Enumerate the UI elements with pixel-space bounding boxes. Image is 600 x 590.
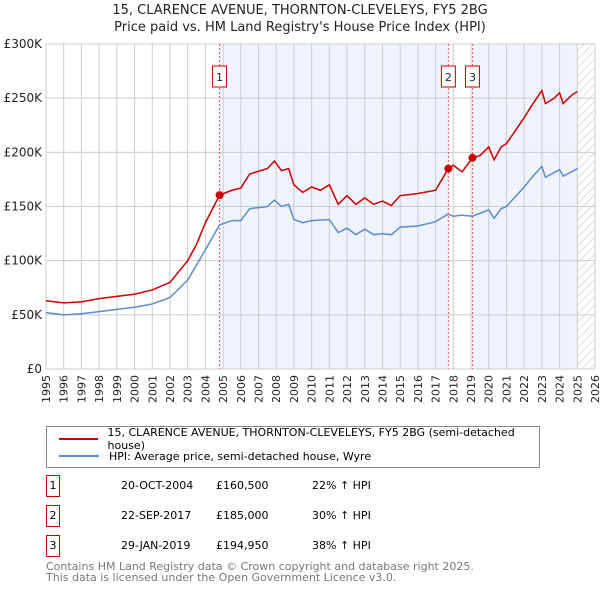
legend-label: HPI: Average price, semi-detached house,… bbox=[109, 449, 372, 463]
x-tick-label: 2016 bbox=[412, 375, 425, 403]
legend-item-property: 15, CLARENCE AVENUE, THORNTON-CLEVELEYS,… bbox=[59, 426, 539, 452]
x-tick-label: 2026 bbox=[589, 375, 600, 403]
x-tick-label: 2019 bbox=[465, 375, 478, 403]
x-tick-label: 2018 bbox=[447, 375, 460, 403]
plot-area: 1995 1996 1997 1998 1999 2000 2001 2002 2003 2004… bbox=[4, 37, 600, 403]
x-tick-label: 2020 bbox=[483, 375, 496, 403]
chart-subtitle: Price paid vs. HM Land Registry's House … bbox=[114, 20, 486, 35]
sale-hpi: 22% ↑ HPI bbox=[312, 479, 371, 492]
x-tick-label: 2024 bbox=[554, 375, 567, 403]
blue-line-swatch bbox=[59, 455, 99, 457]
sale-point bbox=[468, 153, 477, 162]
x-tick-label: 2006 bbox=[235, 375, 248, 403]
x-tick-label: 1999 bbox=[111, 375, 124, 403]
x-tick-label: 2023 bbox=[536, 375, 549, 403]
sale-marker-badge: 2 bbox=[46, 505, 60, 527]
x-tick-label: 2017 bbox=[430, 375, 443, 403]
sale-label: 3 bbox=[469, 71, 476, 84]
x-tick-label: 2001 bbox=[146, 375, 159, 403]
sale-label-box bbox=[212, 65, 228, 88]
sale-label: 1 bbox=[216, 71, 223, 84]
x-tick-label: 2010 bbox=[306, 375, 319, 403]
x-tick-label: 2005 bbox=[217, 375, 230, 403]
x-tick-label: 2021 bbox=[500, 375, 513, 403]
sale-price: £194,950 bbox=[216, 539, 269, 552]
y-tick-label: £50K bbox=[11, 308, 43, 322]
sale-date: 22-SEP-2017 bbox=[121, 509, 192, 522]
sale-row: 3 29-JAN-2019 £194,950 38% ↑ HPI bbox=[46, 535, 566, 557]
y-tick-label: £150K bbox=[4, 200, 44, 214]
x-tick-label: 2000 bbox=[129, 375, 142, 403]
sale-row: 2 22-SEP-2017 £185,000 30% ↑ HPI bbox=[46, 505, 566, 527]
x-tick-label: 2014 bbox=[376, 375, 389, 403]
y-tick-label: £300K bbox=[4, 37, 44, 51]
sale-marker-badge: 1 bbox=[46, 475, 60, 497]
y-tick-label: £250K bbox=[4, 91, 44, 105]
x-tick-label: 2009 bbox=[288, 375, 301, 403]
x-tick-label: 2008 bbox=[270, 375, 283, 403]
footer-line-2: This data is licensed under the Open Gov… bbox=[46, 571, 397, 584]
sale-date: 29-JAN-2019 bbox=[121, 539, 191, 552]
x-tick-label: 2025 bbox=[571, 375, 584, 403]
sale-row: 1 20-OCT-2004 £160,500 22% ↑ HPI bbox=[46, 475, 566, 497]
footer-line-1: Contains HM Land Registry data © Crown c… bbox=[46, 560, 474, 573]
sale-hpi: 30% ↑ HPI bbox=[312, 509, 371, 522]
property-line bbox=[45, 88, 578, 304]
x-tick-label: 2012 bbox=[341, 375, 354, 403]
sale-price: £160,500 bbox=[216, 479, 269, 492]
x-tick-label: 2015 bbox=[394, 375, 407, 403]
x-tick-label: 1995 bbox=[40, 375, 53, 403]
red-line-swatch bbox=[59, 438, 98, 440]
sale-label: 2 bbox=[445, 71, 452, 84]
sale-point bbox=[444, 164, 453, 173]
x-tick-label: 2011 bbox=[323, 375, 336, 403]
x-tick-label: 2002 bbox=[164, 375, 177, 403]
x-tick-label: 2013 bbox=[359, 375, 372, 403]
x-tick-label: 1998 bbox=[93, 375, 106, 403]
sale-date: 20-OCT-2004 bbox=[121, 479, 194, 492]
plot-frame bbox=[45, 43, 596, 370]
hpi-line bbox=[45, 164, 578, 316]
x-tick-label: 2003 bbox=[182, 375, 195, 403]
sale-price: £185,000 bbox=[216, 509, 269, 522]
legend-item-hpi: HPI: Average price, semi-detached house,… bbox=[59, 449, 371, 463]
legend-label: 15, CLARENCE AVENUE, THORNTON-CLEVELEYS,… bbox=[107, 426, 515, 452]
legend: 15, CLARENCE AVENUE, THORNTON-CLEVELEYS,… bbox=[46, 426, 540, 468]
y-tick-label: £100K bbox=[4, 254, 44, 268]
sale-label-box bbox=[464, 65, 480, 88]
sale-label-box bbox=[440, 65, 456, 88]
sale-point bbox=[215, 191, 224, 200]
y-tick-label: £200K bbox=[4, 145, 44, 159]
x-tick-label: 1997 bbox=[75, 375, 88, 403]
x-tick-label: 2004 bbox=[199, 375, 212, 403]
y-tick-label: £0 bbox=[27, 362, 42, 376]
sale-marker-badge: 3 bbox=[46, 535, 60, 557]
x-tick-label: 2007 bbox=[253, 375, 266, 403]
chart-title: 15, CLARENCE AVENUE, THORNTON-CLEVELEYS,… bbox=[112, 3, 488, 18]
x-tick-label: 1996 bbox=[58, 375, 71, 403]
x-tick-label: 2022 bbox=[518, 375, 531, 403]
sale-hpi: 38% ↑ HPI bbox=[312, 539, 371, 552]
